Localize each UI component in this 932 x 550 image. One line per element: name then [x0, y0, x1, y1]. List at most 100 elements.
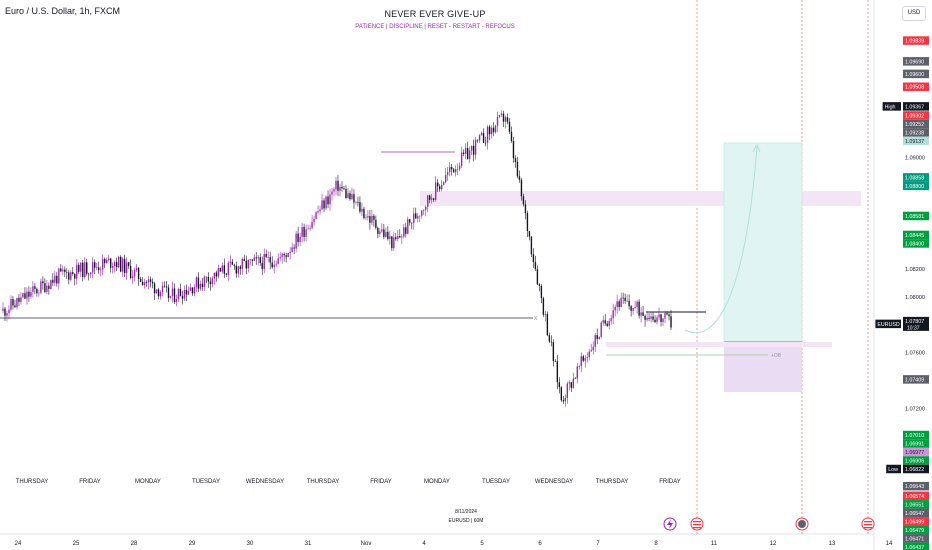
price-tag[interactable]: 1.06574: [903, 491, 929, 501]
price-tag[interactable]: 1.09137: [903, 136, 929, 146]
candle: [363, 206, 365, 220]
price-tag-label: 1.08445: [905, 233, 924, 239]
price-tag[interactable]: 1.07409: [903, 375, 929, 384]
price-tag[interactable]: 1.08400: [903, 239, 929, 248]
day-label: MONDAY: [135, 479, 161, 485]
candle: [26, 287, 28, 305]
candle: [610, 314, 612, 325]
price-tag[interactable]: 1.09839: [903, 36, 929, 45]
candle: [616, 294, 618, 314]
candle: [401, 233, 403, 244]
order-block-zone[interactable]: [606, 342, 832, 347]
price-tag[interactable]: 1.06551: [903, 500, 929, 509]
candle: [518, 170, 521, 183]
candle: [193, 284, 196, 297]
candle: [446, 166, 449, 181]
stop-loss-zone[interactable]: [724, 342, 802, 392]
candle: [12, 295, 14, 310]
price-tag[interactable]: 1.06977: [903, 447, 929, 457]
candle: [472, 139, 475, 162]
flash-icon[interactable]: [663, 517, 677, 531]
candle: [213, 272, 216, 285]
price-tag[interactable]: 1.07010: [903, 430, 929, 440]
candle: [92, 257, 94, 278]
price-tag[interactable]: 1.09508: [903, 82, 929, 91]
ob-label: +OB: [771, 353, 782, 359]
price-tag[interactable]: 1.09238: [903, 128, 929, 137]
price-tag[interactable]: 1.06471: [903, 534, 929, 543]
price-tag[interactable]: 1.09302: [903, 111, 929, 120]
price-tag[interactable]: 1.06437: [903, 542, 929, 550]
candle: [478, 134, 481, 143]
price-tag[interactable]: 1.08858: [903, 173, 929, 182]
price-tag[interactable]: 1.09600: [903, 69, 929, 79]
candle: [231, 258, 234, 266]
candle: [185, 284, 188, 302]
candle: [652, 312, 654, 323]
round-marker-icon[interactable]: [795, 517, 809, 531]
price-tag[interactable]: 1.09252: [903, 119, 929, 129]
price-tag[interactable]: 1.08445: [903, 230, 929, 240]
candle: [660, 313, 662, 327]
candle: [514, 155, 517, 168]
chart-title: NEVER EVER GIVE-UP: [384, 9, 486, 19]
price-tag-countdown: 10:37: [907, 325, 920, 331]
price-tag[interactable]: 1.06991: [903, 439, 929, 448]
candle: [311, 215, 313, 229]
price-tag[interactable]: 1.09367 High: [882, 102, 929, 111]
candle: [143, 278, 146, 289]
candle: [58, 267, 60, 290]
chart-subtitle: PATIENCE | DISCIPLINE | RESET - RESTART …: [355, 24, 515, 30]
price-tag[interactable]: 1.06479: [903, 525, 929, 535]
candle: [297, 226, 299, 247]
price-tag[interactable]: 1.08800: [903, 181, 929, 191]
candle: [538, 283, 541, 292]
candle: [670, 310, 672, 331]
candle: [109, 257, 112, 273]
candle: [393, 231, 395, 252]
candle: [253, 254, 255, 261]
day-label: FRIDAY: [659, 479, 681, 485]
price-tag-label: 1.06991: [905, 442, 924, 448]
candle: [259, 253, 261, 266]
candle: [207, 272, 210, 288]
projection-arrow-head: [752, 143, 761, 153]
candle: [153, 281, 156, 300]
candle: [640, 306, 642, 323]
price-tag-label: 1.06479: [905, 528, 924, 534]
candle: [203, 275, 206, 292]
candle: [526, 210, 529, 237]
day-label: THURSDAY: [596, 479, 629, 485]
candle: [353, 189, 355, 209]
take-profit-zone[interactable]: [723, 142, 803, 343]
candle: [387, 226, 389, 241]
price-tag[interactable]: 1.06643: [903, 481, 929, 491]
price-tag[interactable]: 1.06906: [903, 456, 929, 465]
candle: [373, 213, 375, 227]
candle: [131, 269, 134, 284]
candle: [564, 394, 567, 407]
candle: [105, 257, 108, 264]
candle: [233, 263, 236, 270]
price-tag[interactable]: 1.06822 Low: [886, 464, 929, 474]
y-tick-label: 1.08000: [905, 295, 925, 301]
currency-button[interactable]: USD: [902, 6, 926, 21]
candle: [458, 162, 461, 172]
symbol-title[interactable]: Euro / U.S. Dollar, 1h, FXCM: [5, 6, 121, 16]
candle: [183, 285, 186, 302]
candle: [618, 299, 620, 311]
candle: [498, 114, 501, 119]
price-tag-badge: [875, 319, 901, 329]
price-tag[interactable]: 1.06547: [903, 508, 929, 518]
candle: [632, 308, 634, 315]
us-flag-icon[interactable]: [690, 517, 704, 531]
price-tag[interactable]: 1.06499: [903, 517, 929, 526]
price-tag[interactable]: 1.09690: [903, 57, 929, 66]
candle: [664, 310, 666, 323]
price-tag[interactable]: 1.08581: [903, 211, 929, 221]
y-tick-label: 1.07200: [905, 407, 925, 413]
us-flag-icon[interactable]: [861, 517, 875, 531]
candle: [452, 167, 455, 173]
